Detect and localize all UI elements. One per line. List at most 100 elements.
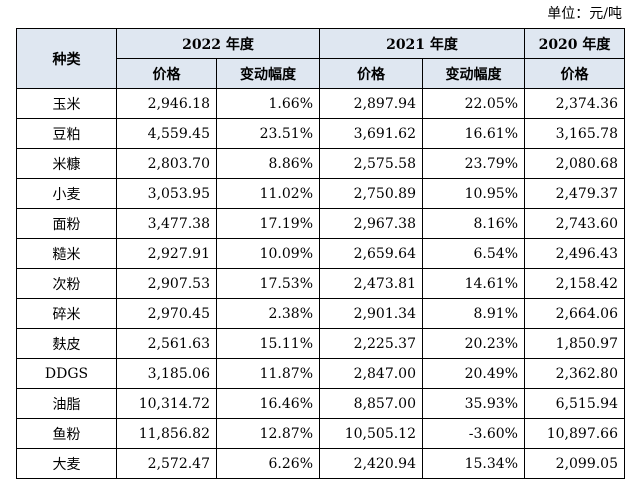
table-row: 玉米 2,946.18 1.66% 2,897.94 22.05% 2,374.36 [16, 88, 625, 119]
cell-change-2022: 6.26% [216, 448, 320, 479]
cell-price-2021: 8,857.00 [319, 388, 423, 419]
header-price-2021: 价格 [319, 58, 423, 89]
cell-row-name: 麸皮 [16, 328, 117, 359]
cell-row-name: 小麦 [16, 178, 117, 209]
table-row: 鱼粉 11,856.82 12.87% 10,505.12 -3.60% 10,897.6… [16, 418, 625, 449]
header-price-2020: 价格 [524, 58, 625, 89]
table-row: 面粉 3,477.38 17.19% 2,967.38 8.16% 2,743.60 [16, 208, 625, 239]
cell-price-2020: 2,362.80 [524, 358, 625, 389]
cell-change-2022: 15.11% [216, 328, 320, 359]
cell-price-2022: 2,927.91 [116, 238, 217, 269]
table-row: 小麦 3,053.95 11.02% 2,750.89 10.95% 2,479.37 [16, 178, 625, 209]
cell-row-name: 大麦 [16, 448, 117, 479]
cell-price-2021: 2,750.89 [319, 178, 423, 209]
cell-row-name: 米糠 [16, 148, 117, 179]
table-row: 米糠 2,803.70 8.86% 2,575.58 23.79% 2,080.68 [16, 148, 625, 179]
cell-price-2020: 2,664.06 [524, 298, 625, 329]
cell-price-2022: 2,907.53 [116, 268, 217, 299]
cell-price-2022: 2,561.63 [116, 328, 217, 359]
cell-price-2021: 2,420.94 [319, 448, 423, 479]
cell-row-name: 面粉 [16, 208, 117, 239]
cell-price-2021: 2,847.00 [319, 358, 423, 389]
cell-change-2021: 23.79% [422, 148, 525, 179]
header-change-2021: 变动幅度 [422, 58, 525, 89]
cell-row-name: 油脂 [16, 388, 117, 419]
cell-change-2022: 11.02% [216, 178, 320, 209]
cell-price-2020: 2,099.05 [524, 448, 625, 479]
cell-change-2022: 16.46% [216, 388, 320, 419]
cell-price-2020: 6,515.94 [524, 388, 625, 419]
cell-row-name: DDGS [16, 358, 117, 389]
cell-change-2021: 20.49% [422, 358, 525, 389]
header-year-2022: 2022 年度 [116, 28, 320, 59]
cell-change-2021: 16.61% [422, 118, 525, 149]
cell-price-2022: 3,477.38 [116, 208, 217, 239]
cell-price-2022: 11,856.82 [116, 418, 217, 449]
table-row: 次粉 2,907.53 17.53% 2,473.81 14.61% 2,158.42 [16, 268, 625, 299]
cell-change-2021: 6.54% [422, 238, 525, 269]
cell-change-2022: 23.51% [216, 118, 320, 149]
cell-price-2020: 2,743.60 [524, 208, 625, 239]
cell-change-2022: 2.38% [216, 298, 320, 329]
cell-price-2020: 2,158.42 [524, 268, 625, 299]
cell-price-2020: 10,897.66 [524, 418, 625, 449]
header-kind: 种类 [16, 28, 117, 89]
cell-price-2021: 3,691.62 [319, 118, 423, 149]
cell-change-2021: 15.34% [422, 448, 525, 479]
table-row: 糙米 2,927.91 10.09% 2,659.64 6.54% 2,496.43 [16, 238, 625, 269]
table-row: DDGS 3,185.06 11.87% 2,847.00 20.49% 2,362.80 [16, 358, 625, 389]
cell-change-2022: 8.86% [216, 148, 320, 179]
cell-row-name: 碎米 [16, 298, 117, 329]
cell-change-2022: 17.53% [216, 268, 320, 299]
cell-price-2021: 10,505.12 [319, 418, 423, 449]
cell-price-2022: 2,572.47 [116, 448, 217, 479]
cell-price-2020: 2,479.37 [524, 178, 625, 209]
cell-row-name: 次粉 [16, 268, 117, 299]
cell-price-2022: 3,185.06 [116, 358, 217, 389]
cell-change-2021: 22.05% [422, 88, 525, 119]
cell-price-2021: 2,967.38 [319, 208, 423, 239]
cell-change-2021: 10.95% [422, 178, 525, 209]
cell-price-2022: 10,314.72 [116, 388, 217, 419]
cell-change-2021: 14.61% [422, 268, 525, 299]
table-row: 碎米 2,970.45 2.38% 2,901.34 8.91% 2,664.06 [16, 298, 625, 329]
cell-price-2021: 2,659.64 [319, 238, 423, 269]
cell-price-2021: 2,575.58 [319, 148, 423, 179]
table-row: 豆粕 4,559.45 23.51% 3,691.62 16.61% 3,165.78 [16, 118, 625, 149]
table-row: 大麦 2,572.47 6.26% 2,420.94 15.34% 2,099.05 [16, 448, 625, 479]
cell-price-2022: 2,803.70 [116, 148, 217, 179]
table-row: 麸皮 2,561.63 15.11% 2,225.37 20.23% 1,850.97 [16, 328, 625, 359]
header-year-2021: 2021 年度 [319, 28, 525, 59]
cell-price-2021: 2,897.94 [319, 88, 423, 119]
cell-price-2020: 2,496.43 [524, 238, 625, 269]
cell-price-2021: 2,225.37 [319, 328, 423, 359]
cell-price-2021: 2,473.81 [319, 268, 423, 299]
cell-row-name: 鱼粉 [16, 418, 117, 449]
cell-price-2021: 2,901.34 [319, 298, 423, 329]
cell-row-name: 玉米 [16, 88, 117, 119]
price-table: 种类 2022 年度 2021 年度 2020 年度 价格 变动幅度 价格 变动… [16, 28, 625, 479]
cell-price-2020: 1,850.97 [524, 328, 625, 359]
table-row: 油脂 10,314.72 16.46% 8,857.00 35.93% 6,515.94 [16, 388, 625, 419]
cell-price-2022: 3,053.95 [116, 178, 217, 209]
header-price-2022: 价格 [116, 58, 217, 89]
cell-change-2022: 12.87% [216, 418, 320, 449]
cell-change-2022: 1.66% [216, 88, 320, 119]
header-change-2022: 变动幅度 [216, 58, 320, 89]
cell-row-name: 糙米 [16, 238, 117, 269]
cell-price-2022: 2,946.18 [116, 88, 217, 119]
header-year-2020: 2020 年度 [524, 28, 625, 59]
cell-price-2022: 4,559.45 [116, 118, 217, 149]
cell-change-2021: 8.91% [422, 298, 525, 329]
cell-change-2022: 11.87% [216, 358, 320, 389]
cell-change-2021: -3.60% [422, 418, 525, 449]
cell-change-2021: 20.23% [422, 328, 525, 359]
unit-label: 单位：元/吨 [547, 6, 622, 22]
cell-price-2022: 2,970.45 [116, 298, 217, 329]
cell-change-2022: 17.19% [216, 208, 320, 239]
cell-row-name: 豆粕 [16, 118, 117, 149]
cell-change-2021: 35.93% [422, 388, 525, 419]
table-body: 玉米 2,946.18 1.66% 2,897.94 22.05% 2,374.36 豆粕 4… [16, 88, 625, 479]
cell-change-2021: 8.16% [422, 208, 525, 239]
cell-price-2020: 3,165.78 [524, 118, 625, 149]
